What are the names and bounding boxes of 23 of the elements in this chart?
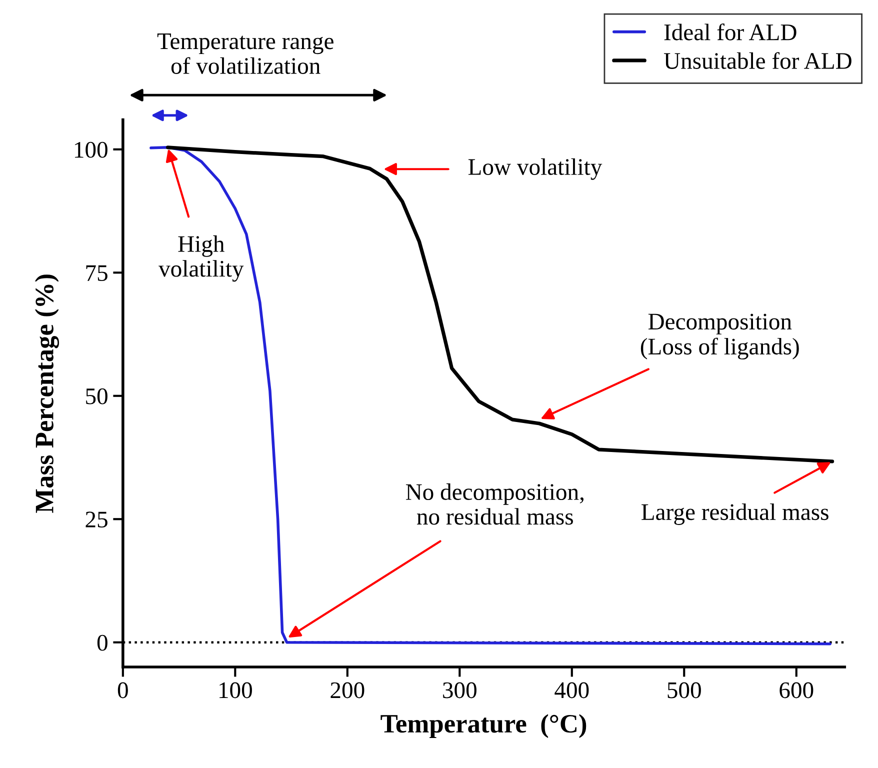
legend-label: Ideal for ALD	[664, 23, 796, 40]
x-tick-label: 400	[554, 682, 589, 698]
x-tick-label: 500	[668, 682, 701, 698]
y-tick-label: 0	[97, 634, 108, 651]
x-tick-label: 600	[780, 682, 814, 698]
annotation: Low volatility	[468, 158, 602, 180]
y-tick-label: 50	[86, 388, 108, 404]
x-tick-label: 100	[220, 682, 252, 698]
x-axis-title: Temperature (°C)	[380, 714, 586, 738]
line-series	[150, 146, 832, 646]
legend-label: Unsuitable for ALD	[664, 52, 852, 69]
y-tick-label: 75	[86, 265, 108, 282]
x-tick-label: 0	[118, 682, 128, 698]
annotation: Large residual mass	[642, 503, 828, 525]
y-tick-label: 100	[74, 142, 108, 158]
y-axis-title: Mass Percentage (%)	[34, 274, 60, 513]
text: Temperature range of volatilization	[157, 34, 334, 74]
x-tick-label: 200	[330, 682, 364, 698]
annotation: No decomposition, no residual mass	[406, 483, 584, 525]
y-tick-label: 25	[86, 512, 108, 528]
x-tick-label: 300	[443, 682, 476, 698]
annotation: Decomposition (Loss of ligands)	[640, 314, 799, 360]
annotation: High volatility	[158, 235, 244, 282]
